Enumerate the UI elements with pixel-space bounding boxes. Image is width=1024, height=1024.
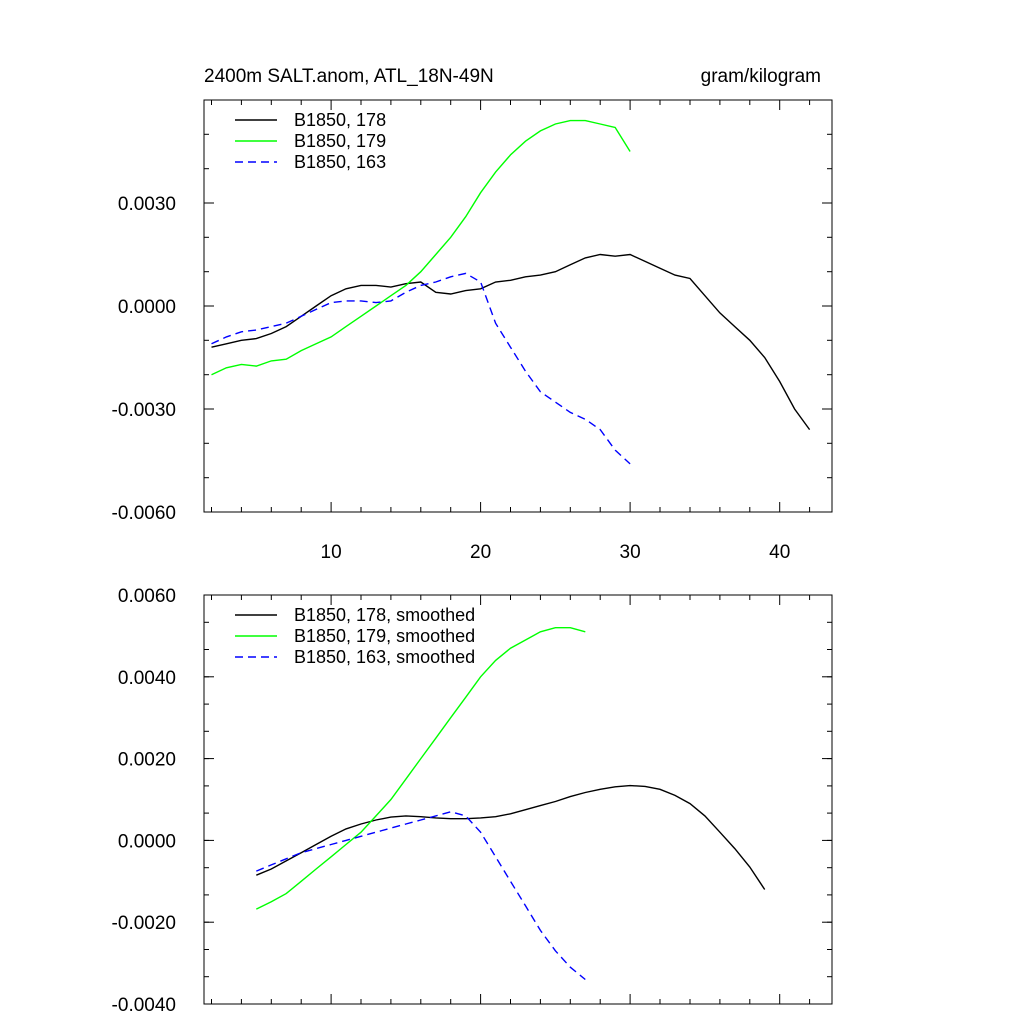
bottom-y-tick-label: 0.0040 bbox=[118, 668, 176, 689]
top-axis-ticks bbox=[204, 99, 832, 513]
bottom-y-tick-label: -0.0040 bbox=[112, 995, 176, 1016]
bottom-y-tick-label: 0.0000 bbox=[118, 831, 176, 852]
top-series-line-2 bbox=[211, 119, 631, 376]
bottom-legend-label-1: B1850, 178, smoothed bbox=[294, 605, 475, 625]
top-series-line-1 bbox=[211, 253, 811, 431]
top-x-tick-label: 40 bbox=[769, 542, 790, 563]
top-y-tick-label: 0.0030 bbox=[118, 194, 176, 215]
bottom-y-tick-label: 0.0020 bbox=[118, 750, 176, 771]
top-x-tick-label: 10 bbox=[321, 542, 342, 563]
chart-units: gram/kilogram bbox=[701, 66, 821, 87]
bottom-series-line-2 bbox=[255, 627, 586, 910]
bottom-axis-ticks bbox=[204, 594, 832, 1005]
top-panel: -0.0060 -0.0030 0.0000 0.0030 10 20 30 40 B1850… bbox=[112, 99, 833, 563]
bottom-plot-frame bbox=[203, 594, 833, 1005]
top-axis-tick-labels: -0.0060 -0.0030 0.0000 0.0030 10 20 30 40 bbox=[112, 194, 791, 563]
bottom-axis-tick-labels: -0.0040 -0.0020 0.0000 0.0020 0.0040 0.0060 bbox=[112, 586, 176, 1016]
bottom-y-tick-label: -0.0020 bbox=[112, 913, 176, 934]
bottom-legend-label-2: B1850, 179, smoothed bbox=[294, 626, 475, 646]
top-x-tick-label: 30 bbox=[620, 542, 641, 563]
top-legend-label-2: B1850, 179 bbox=[294, 131, 386, 151]
top-series-line-3 bbox=[211, 272, 631, 465]
top-y-tick-label: 0.0000 bbox=[118, 297, 176, 318]
bottom-y-tick-label: 0.0060 bbox=[118, 586, 176, 607]
bottom-series-line-3 bbox=[256, 811, 586, 981]
bottom-legend-label-3: B1850, 163, smoothed bbox=[294, 647, 475, 667]
top-legend-label-1: B1850, 178 bbox=[294, 110, 386, 130]
top-x-tick-label: 20 bbox=[470, 542, 491, 563]
bottom-panel: -0.0040 -0.0020 0.0000 0.0020 0.0040 0.0060 B… bbox=[112, 586, 833, 1016]
top-y-tick-label: -0.0060 bbox=[112, 503, 176, 524]
top-y-tick-label: -0.0030 bbox=[112, 400, 176, 421]
bottom-series-lines bbox=[255, 627, 766, 981]
chart-title: 2400m SALT.anom, ATL_18N-49N bbox=[204, 66, 494, 87]
top-legend-label-3: B1850, 163 bbox=[294, 152, 386, 172]
bottom-series-line-1 bbox=[256, 784, 766, 890]
top-series-lines bbox=[211, 119, 811, 465]
